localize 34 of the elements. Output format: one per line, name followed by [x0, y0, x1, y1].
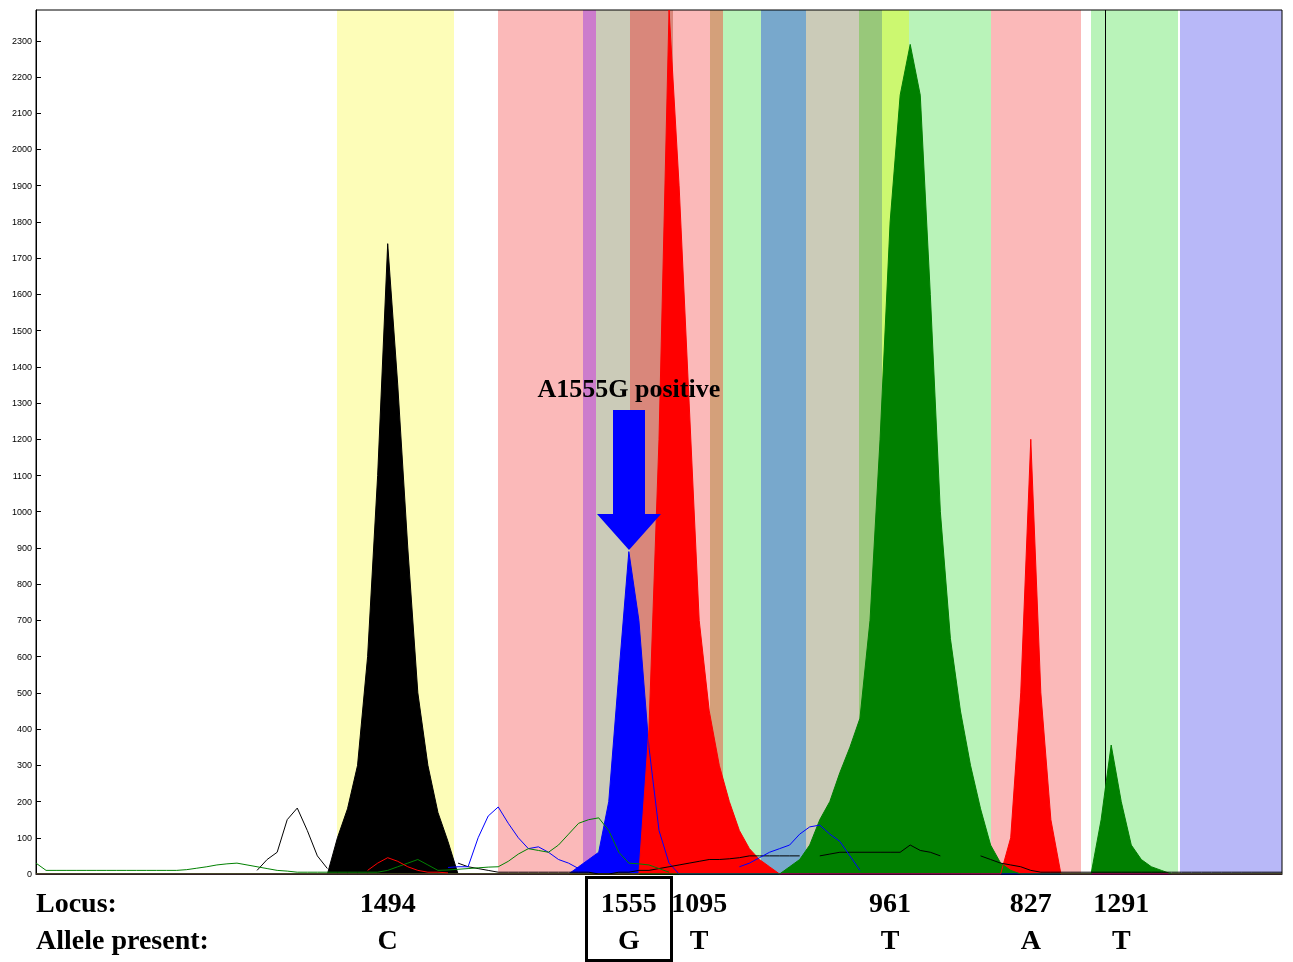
- y-tick-label: 2000: [11, 144, 32, 155]
- y-tick-label: 100: [16, 832, 32, 843]
- x-tick-label: 1291 T: [1093, 887, 1150, 955]
- y-tick-label: 400: [16, 724, 32, 735]
- y-tick-label: 800: [16, 579, 32, 590]
- y-tick-label: 2300: [11, 35, 32, 46]
- y-tick-label: 2100: [11, 108, 32, 119]
- x-tick-label: 961 T: [869, 887, 912, 955]
- x-tick-label: 1095 T: [671, 887, 728, 955]
- y-tick-label: 1800: [11, 216, 32, 227]
- y-tick-label: 1600: [11, 289, 32, 300]
- y-tick-label: 1500: [11, 325, 32, 336]
- text: Locus:: [36, 886, 118, 920]
- y-tick-label: 1200: [11, 434, 32, 445]
- y-tick-label: 1000: [11, 506, 32, 517]
- y-tick-label: 600: [16, 651, 32, 662]
- y-tick-label: 200: [16, 796, 32, 807]
- x-tick-label: 827 A: [1009, 887, 1052, 955]
- y-tick-label: 700: [16, 615, 32, 626]
- y-tick-label: 900: [16, 542, 32, 553]
- y-tick-label: 500: [16, 687, 32, 698]
- y-tick-label: 1300: [11, 398, 32, 409]
- text: Allele present:: [36, 923, 209, 957]
- annotation: A1555G positive: [536, 373, 722, 404]
- y-tick-label: 2200: [11, 72, 32, 83]
- y-tick-label: 1700: [11, 253, 32, 264]
- y-tick-label: 0: [26, 869, 32, 879]
- x-tick-label: 1494 C: [359, 887, 416, 955]
- x-tick-label: 1555 G: [600, 887, 657, 955]
- y-tick-label: 1100: [12, 470, 32, 481]
- line-series: [367, 857, 449, 874]
- y-tick-label: 1900: [11, 180, 32, 191]
- y-tick-label: 300: [16, 760, 32, 771]
- y-tick-label: 1400: [11, 361, 32, 372]
